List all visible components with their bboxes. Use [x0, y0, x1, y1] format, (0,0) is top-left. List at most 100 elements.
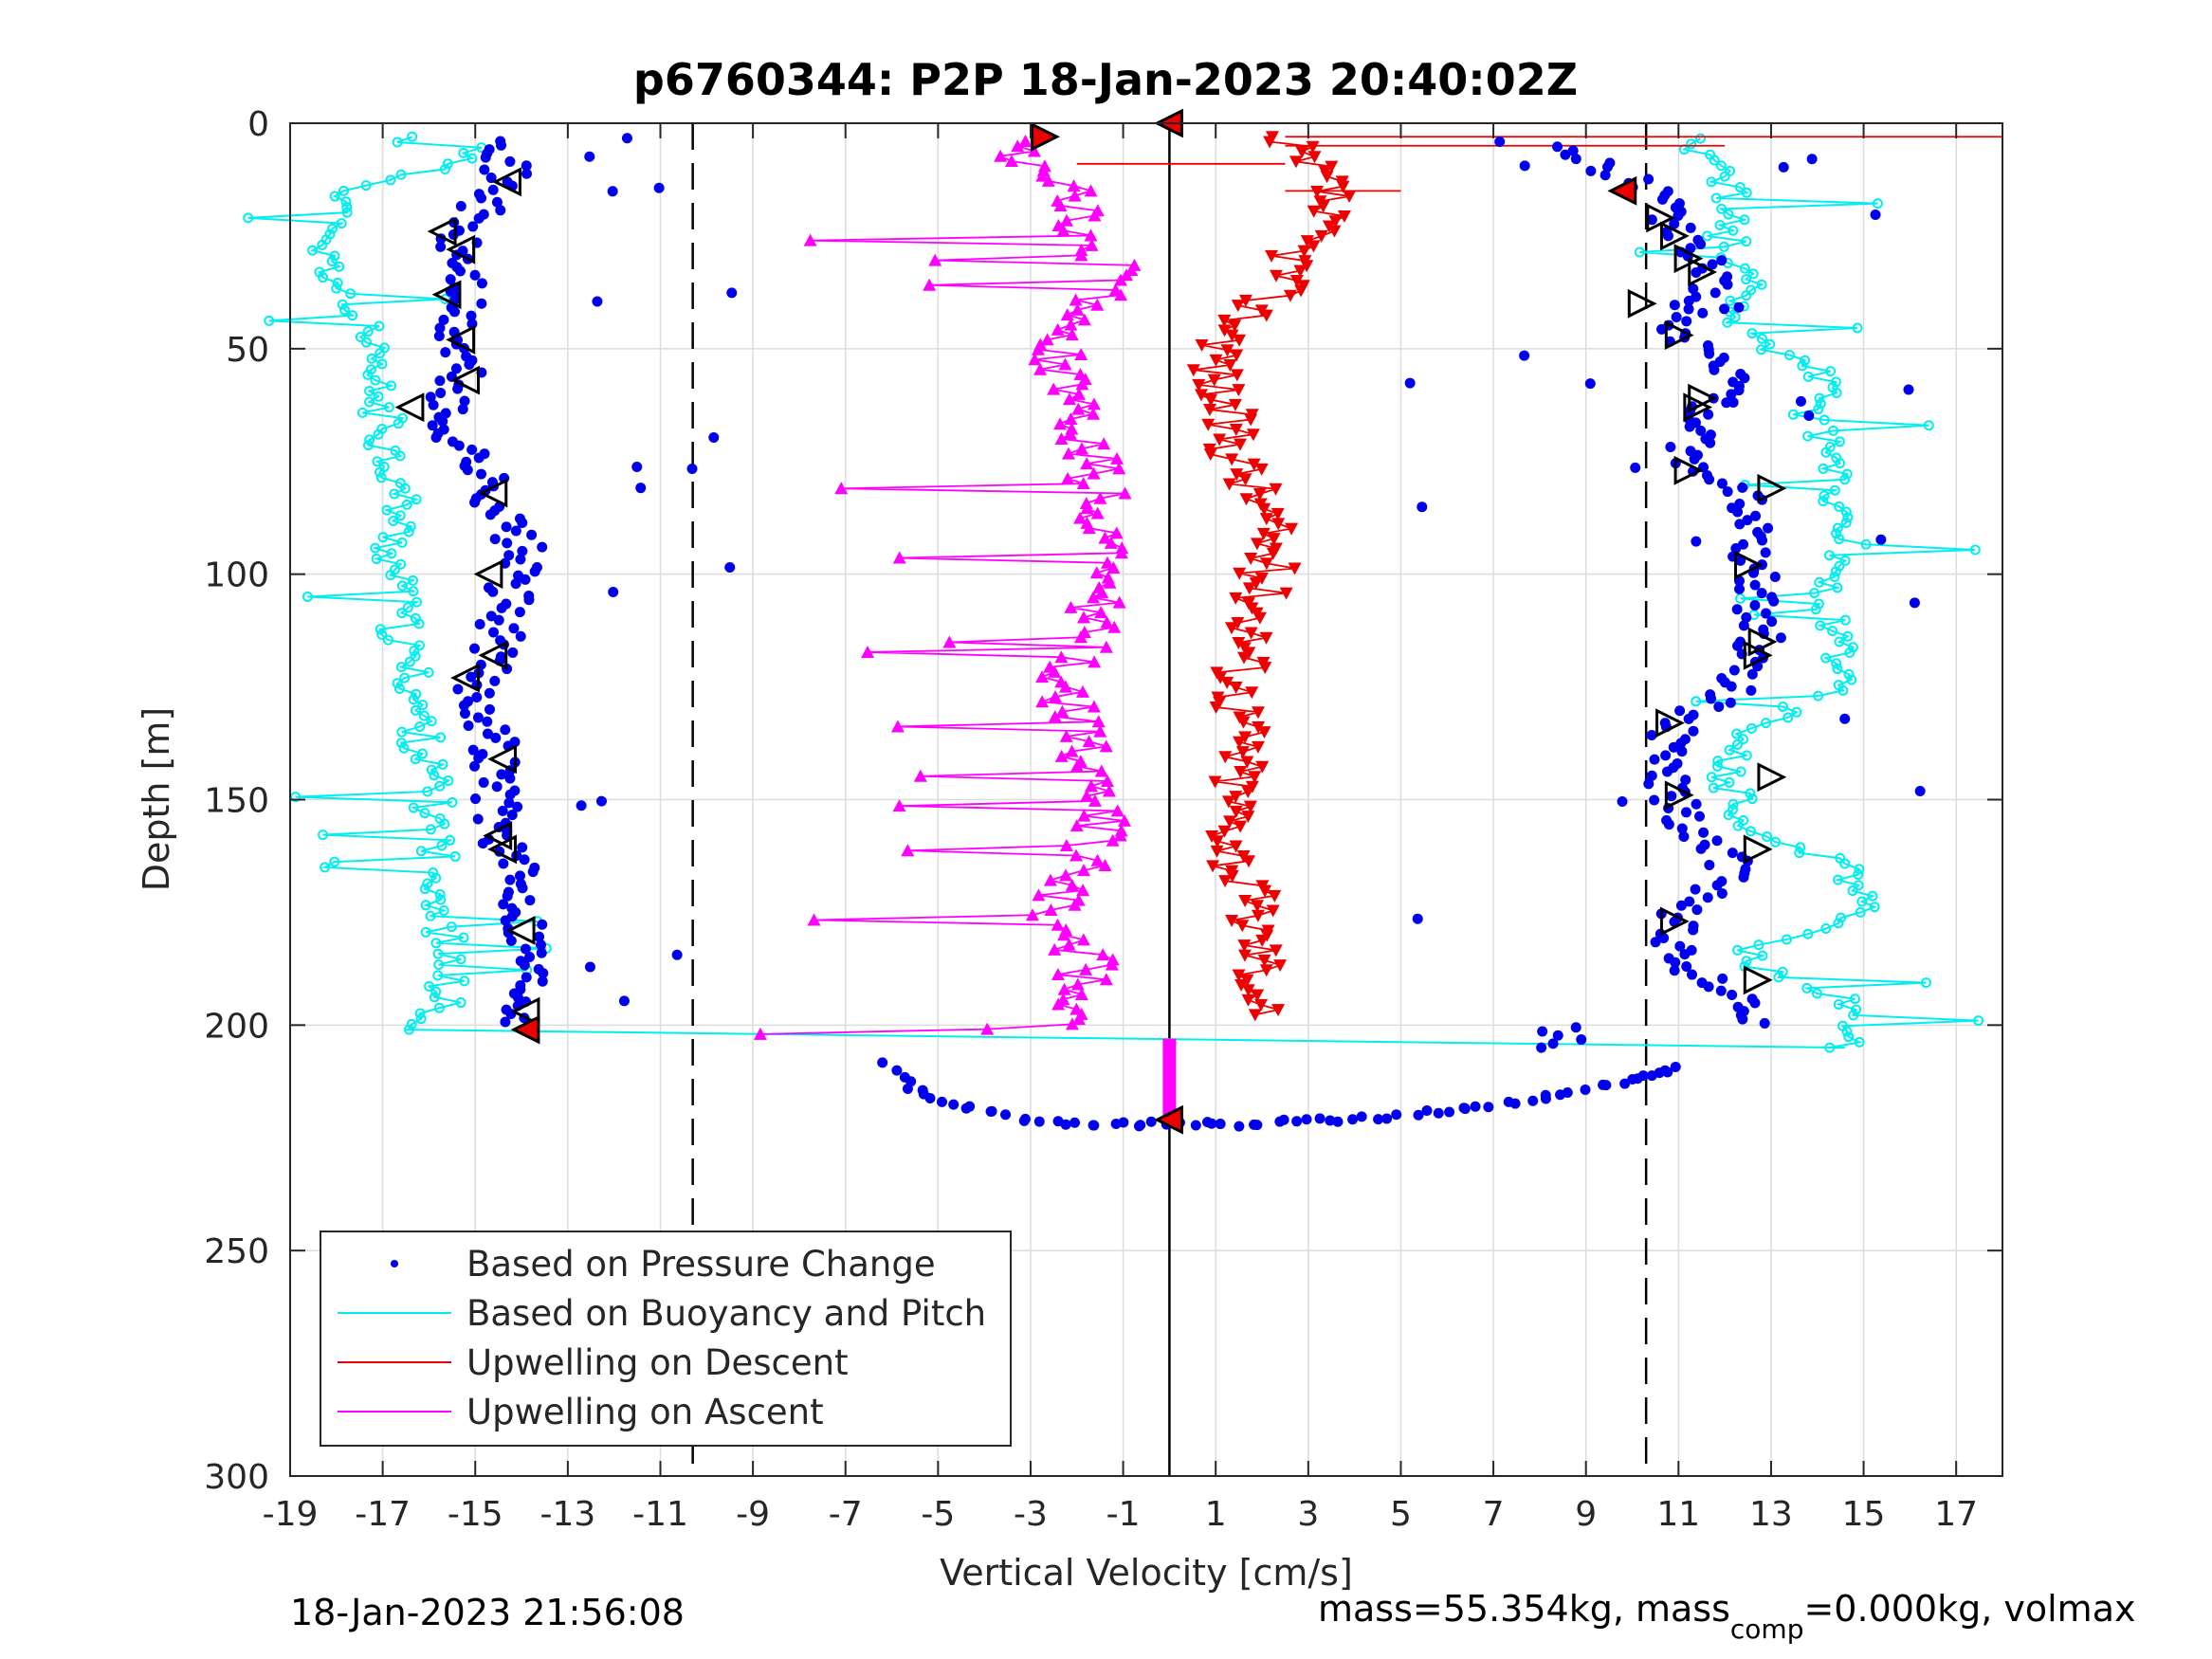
- pressure-descent-point: [497, 805, 508, 816]
- upwelling-descent-point: [1255, 934, 1270, 947]
- x-tick-label: -13: [539, 1495, 595, 1534]
- pressure-descent-point: [515, 630, 526, 642]
- upwelling-ascent-point: [1062, 938, 1076, 951]
- upwelling-ascent-point: [1117, 813, 1131, 827]
- pressure-outlier-point: [1494, 136, 1506, 147]
- upwelling-descent-point: [1271, 518, 1286, 531]
- upwelling-ascent-point: [1048, 690, 1062, 703]
- buoyancy-descent-point: [435, 732, 447, 743]
- pressure-ascent-point: [1697, 307, 1709, 319]
- buoyancy-ascent-point: [1867, 890, 1878, 902]
- upwelling-ascent-point: [1090, 204, 1105, 217]
- upwelling-descent-point: [1288, 562, 1302, 575]
- upwelling-descent-point: [1223, 358, 1237, 372]
- buoyancy-descent-point: [436, 840, 448, 851]
- upwelling-descent-point: [1254, 463, 1269, 476]
- buoyancy-descent-point: [290, 792, 302, 803]
- upwelling-ascent-point: [1106, 953, 1120, 966]
- upwelling-ascent-point: [1051, 218, 1066, 231]
- buoyancy-ascent-point: [1756, 333, 1767, 344]
- upwelling-ascent-point: [1093, 491, 1107, 504]
- upwelling-ascent-point: [861, 645, 875, 658]
- upwelling-ascent-point: [1065, 328, 1079, 341]
- velocity-marker-triangle: [431, 280, 462, 310]
- pressure-descent-point: [504, 155, 516, 167]
- pressure-descent-point: [430, 432, 442, 444]
- upwelling-ascent-point: [1090, 853, 1105, 866]
- upwelling-descent-point: [1208, 775, 1222, 789]
- upwelling-descent-point: [1218, 751, 1233, 764]
- upwelling-descent-point: [1229, 682, 1243, 695]
- pressure-ascent-point: [1694, 811, 1706, 822]
- buoyancy-descent-point: [422, 786, 433, 797]
- upwelling-ascent-point: [1035, 670, 1050, 684]
- buoyancy-descent-point: [329, 250, 340, 262]
- buoyancy-ascent-point: [1725, 295, 1736, 306]
- buoyancy-descent-point: [360, 180, 372, 191]
- pressure-descent-point: [517, 883, 528, 894]
- pressure-ascent-point: [1685, 446, 1696, 457]
- buoyancy-ascent-point: [1747, 268, 1759, 280]
- upwelling-ascent-point: [1088, 655, 1102, 668]
- upwelling-descent-point: [1259, 964, 1273, 977]
- pressure-ascent-point: [1698, 827, 1709, 838]
- pressure-descent-point: [474, 618, 485, 629]
- pressure-descent-point: [459, 395, 470, 407]
- upwelling-descent-point: [1283, 289, 1297, 302]
- pressure-ascent-point: [1691, 798, 1702, 810]
- buoyancy-ascent-point: [1741, 187, 1752, 198]
- pressure-ascent-point: [1716, 478, 1728, 489]
- footer-mass-text: mass=55.354kg, mass: [1318, 1588, 1730, 1630]
- upwelling-ascent-point: [1096, 948, 1110, 961]
- buoyancy-descent-point: [447, 796, 458, 808]
- y-tick-label: 300: [204, 1458, 269, 1497]
- buoyancy-ascent-point: [1973, 1015, 1984, 1027]
- upwelling-descent-point: [1307, 240, 1321, 253]
- pressure-ascent-point: [1766, 616, 1778, 628]
- pressure-descent-point: [485, 173, 497, 184]
- upwelling-descent-point: [1237, 949, 1252, 962]
- pressure-descent-point: [484, 687, 495, 699]
- velocity-marker-triangle: [487, 834, 518, 865]
- upwelling-ascent-point: [1060, 308, 1074, 321]
- footer-mass-sub: comp: [1730, 1613, 1804, 1645]
- upwelling-descent-point: [1210, 845, 1224, 858]
- upwelling-descent-point: [1307, 205, 1321, 218]
- pressure-outlier-point: [608, 586, 619, 597]
- buoyancy-ascent-point: [1833, 680, 1844, 691]
- pressure-descent-point: [464, 358, 475, 370]
- buoyancy-descent-point: [466, 153, 478, 164]
- buoyancy-descent-point: [413, 640, 425, 651]
- pressure-ascent-point: [1685, 243, 1696, 254]
- pressure-descent-point: [435, 241, 447, 252]
- upwelling-ascent-point: [1035, 695, 1050, 708]
- upwelling-ascent-point: [994, 149, 1008, 162]
- pressure-descent-point: [489, 675, 501, 686]
- buoyancy-ascent-point: [1843, 668, 1855, 680]
- pressure-ascent-point: [1704, 859, 1715, 870]
- buoyancy-descent-point: [362, 369, 374, 380]
- x-tick-label: -17: [355, 1495, 411, 1534]
- upwelling-descent-point: [1195, 339, 1209, 353]
- upwelling-ascent-point: [1065, 422, 1079, 435]
- pressure-turnaround-point: [936, 1096, 947, 1107]
- pressure-turnaround-point: [924, 1092, 936, 1103]
- pressure-descent-point: [473, 753, 484, 764]
- pressure-ascent-point: [1711, 835, 1723, 847]
- buoyancy-ascent-point: [1814, 576, 1825, 588]
- upwelling-ascent-point: [1059, 922, 1073, 936]
- pressure-ascent-point: [1560, 149, 1571, 160]
- pressure-turnaround-point: [986, 1105, 997, 1117]
- upwelling-ascent-point: [1069, 293, 1083, 306]
- buoyancy-descent-point: [395, 662, 407, 673]
- buoyancy-ascent-point: [1708, 782, 1719, 793]
- upwelling-descent-point: [1221, 795, 1235, 809]
- buoyancy-ascent-point: [1769, 836, 1781, 848]
- pressure-turnaround-point: [891, 1065, 903, 1076]
- upwelling-ascent-point: [1051, 322, 1065, 336]
- buoyancy-descent-point: [398, 742, 410, 754]
- pressure-ascent-point: [1737, 482, 1748, 493]
- upwelling-descent-point: [1251, 989, 1265, 1002]
- x-tick-label: -1: [1106, 1495, 1141, 1534]
- pressure-ascent-point: [1669, 218, 1680, 229]
